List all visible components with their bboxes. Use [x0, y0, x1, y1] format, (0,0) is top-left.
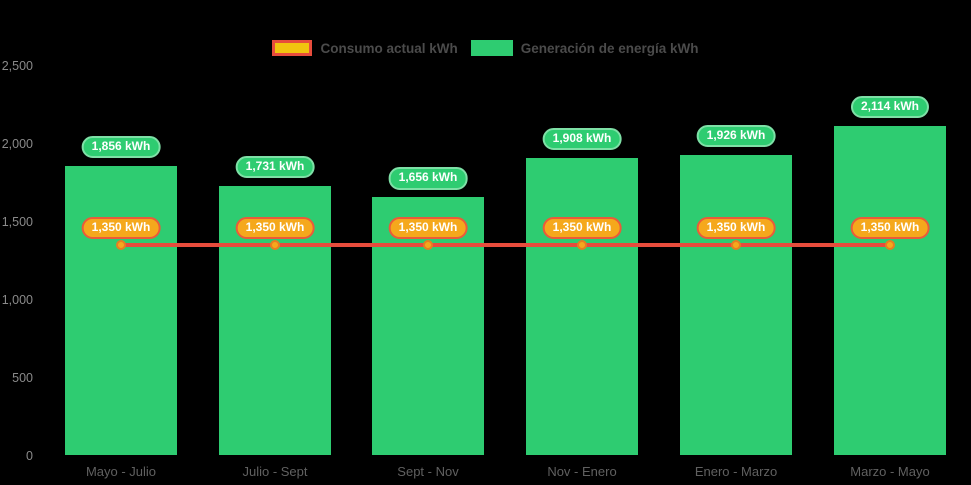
bar-value-label: 1,856 kWh — [81, 136, 161, 159]
legend-swatch-icon — [272, 40, 313, 56]
consumption-value-label: 1,350 kWh — [542, 216, 622, 240]
y-axis-tick-label: 2,000 — [1, 136, 33, 151]
x-axis-category-label: Sept - Nov — [397, 464, 459, 479]
line-point-marker — [270, 240, 280, 251]
y-axis-tick-label: 1,000 — [1, 292, 33, 307]
bar-value-label: 2,114 kWh — [850, 95, 930, 119]
x-axis-category-label: Nov - Enero — [547, 464, 617, 479]
legend-swatch-icon — [470, 40, 513, 56]
line-point-marker — [577, 240, 587, 251]
bar-value-label: 1,656 kWh — [388, 167, 468, 190]
generation-bar — [680, 155, 792, 456]
x-axis-category-label: Enero - Marzo — [694, 464, 778, 479]
legend-item-consumo[interactable]: Consumo actual kWh — [272, 40, 458, 56]
consumption-value-label: 1,350 kWh — [81, 216, 161, 240]
x-axis-category-label: Julio - Sept — [242, 464, 308, 479]
line-point-marker — [885, 240, 895, 251]
x-axis-category-label: Marzo - Mayo — [850, 464, 930, 479]
consumption-value-label: 1,350 kWh — [696, 216, 776, 240]
consumption-value-label: 1,350 kWh — [235, 216, 315, 240]
y-axis-tick-label: 0 — [26, 448, 33, 463]
generation-bar — [526, 158, 638, 456]
line-point-marker — [116, 240, 126, 251]
legend-label: Consumo actual kWh — [320, 40, 458, 56]
bar-value-label: 1,926 kWh — [696, 125, 776, 148]
y-axis-tick-label: 2,500 — [1, 58, 33, 73]
x-axis-category-label: Mayo - Julio — [85, 464, 157, 479]
bar-value-label: 1,731 kWh — [235, 155, 315, 178]
y-axis-tick-label: 1,500 — [1, 214, 33, 229]
generation-bar — [834, 126, 946, 456]
consumption-value-label: 1,350 kWh — [850, 216, 930, 240]
line-point-marker — [731, 240, 741, 251]
legend-label: Generación de energía kWh — [520, 40, 699, 56]
y-axis-tick-label: 500 — [12, 370, 33, 385]
line-point-marker — [423, 240, 433, 251]
consumption-value-label: 1,350 kWh — [388, 216, 468, 240]
generation-bar — [65, 166, 177, 456]
consumption-line — [121, 243, 890, 248]
chart-legend: Consumo actual kWh Generación de energía … — [0, 40, 971, 56]
legend-item-generacion[interactable]: Generación de energía kWh — [470, 40, 699, 56]
bar-value-label: 1,908 kWh — [542, 128, 622, 151]
